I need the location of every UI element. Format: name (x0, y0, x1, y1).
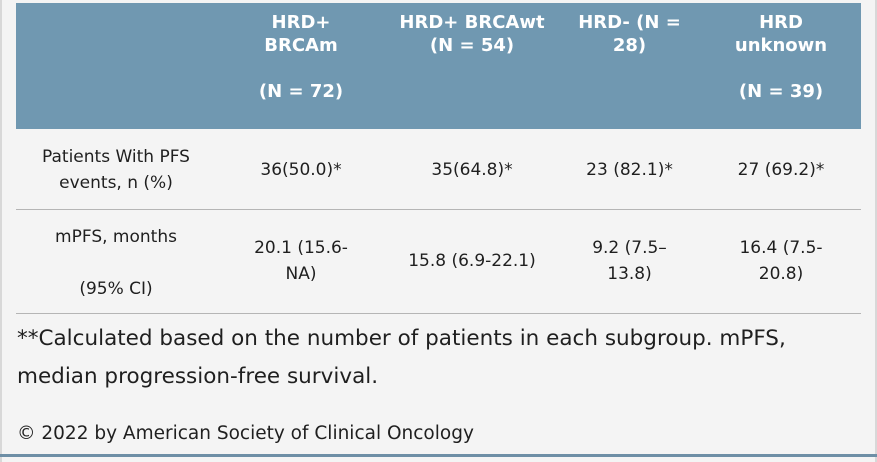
table-row: Patients With PFS events, n (%) 36(50.0)… (16, 129, 861, 209)
header-hrd-brcam: HRD+ BRCAm (N = 72) (258, 12, 344, 102)
table-footnote: **Calculated based on the number of pati… (17, 326, 786, 389)
table-cell: 20.1 (15.6- NA) (254, 238, 348, 284)
bottom-divider (0, 454, 877, 457)
table-header-row: HRD+ BRCAm (N = 72) HRD+ BRCAwt (N = 54)… (16, 3, 861, 129)
table-row: mPFS, months (95% CI) 20.1 (15.6- NA) 15… (16, 209, 861, 313)
copyright-notice: © 2022 by American Society of Clinical O… (17, 423, 474, 444)
table-cell: 15.8 (6.9-22.1) (408, 251, 536, 271)
header-empty (16, 3, 216, 129)
row-label: Patients With PFS events, n (%) (42, 146, 190, 193)
header-hrd-unknown: HRD unknown (N = 39) (734, 12, 828, 102)
header-hrd-negative: HRD- (N = 28) (578, 12, 681, 56)
results-table: HRD+ BRCAm (N = 72) HRD+ BRCAwt (N = 54)… (16, 3, 861, 314)
table-cell: 9.2 (7.5– 13.8) (592, 238, 667, 284)
table-cell: 27 (69.2)* (737, 159, 825, 180)
table-cell: 36(50.0)* (260, 159, 342, 180)
row-label: mPFS, months (95% CI) (55, 226, 177, 299)
table-cell: 16.4 (7.5- 20.8) (739, 238, 823, 284)
table-cell: 23 (82.1)* (586, 159, 673, 180)
table-cell: 35(64.8)* (431, 159, 513, 180)
header-hrd-brcawt: HRD+ BRCAwt (N = 54) (399, 12, 545, 56)
